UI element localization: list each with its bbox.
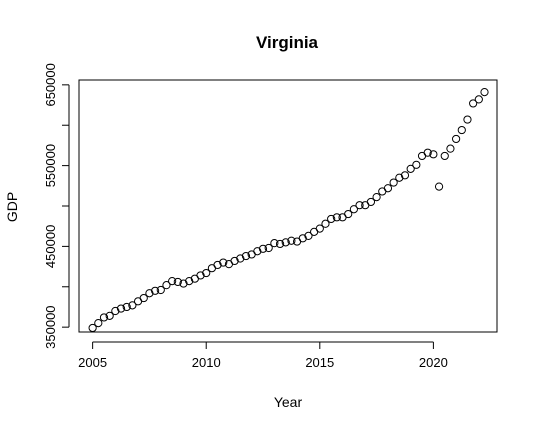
data-point bbox=[287, 236, 296, 245]
plot-frame bbox=[78, 79, 498, 333]
data-point bbox=[281, 238, 290, 247]
x-tick-label: 2015 bbox=[305, 355, 334, 370]
data-point bbox=[474, 95, 483, 104]
data-point bbox=[151, 286, 160, 295]
data-points bbox=[88, 88, 489, 333]
data-point bbox=[315, 224, 324, 233]
x-axis: 2005 2010 2015 2020 bbox=[78, 341, 448, 370]
x-tick-label: 2020 bbox=[419, 355, 448, 370]
data-point bbox=[258, 244, 268, 253]
data-point bbox=[213, 260, 222, 270]
data-point bbox=[463, 115, 472, 124]
data-point bbox=[94, 319, 103, 328]
data-point bbox=[327, 214, 336, 224]
data-point bbox=[236, 254, 245, 263]
data-point bbox=[457, 125, 466, 135]
x-tick-label: 2005 bbox=[78, 355, 107, 370]
data-point bbox=[423, 148, 432, 157]
data-point bbox=[156, 285, 165, 295]
data-point bbox=[469, 99, 478, 108]
y-tick-label: 550000 bbox=[43, 144, 58, 187]
y-axis: 350000 450000 550000 650000 bbox=[43, 63, 70, 349]
x-axis-label: Year bbox=[274, 394, 303, 410]
data-point bbox=[480, 88, 489, 97]
data-point bbox=[202, 268, 211, 278]
data-point bbox=[122, 302, 131, 312]
data-point bbox=[446, 144, 455, 153]
data-point bbox=[434, 182, 444, 191]
chart-title: Virginia bbox=[256, 33, 319, 52]
data-point bbox=[452, 134, 461, 144]
data-point bbox=[173, 277, 182, 287]
y-tick-label: 650000 bbox=[43, 63, 58, 106]
data-point bbox=[230, 256, 239, 266]
data-point bbox=[116, 304, 126, 313]
data-point bbox=[344, 209, 353, 219]
data-point bbox=[412, 160, 421, 169]
data-point bbox=[406, 164, 415, 173]
data-point bbox=[366, 197, 376, 207]
data-point bbox=[196, 271, 205, 280]
data-point bbox=[219, 258, 228, 267]
x-tick-label: 2010 bbox=[192, 355, 221, 370]
data-point bbox=[304, 231, 313, 240]
data-point bbox=[395, 173, 404, 182]
data-point bbox=[440, 151, 449, 161]
data-point bbox=[88, 323, 97, 333]
data-point bbox=[139, 293, 148, 303]
y-tick-label: 350000 bbox=[43, 305, 58, 348]
data-point bbox=[168, 277, 177, 286]
data-point bbox=[321, 219, 330, 228]
data-point bbox=[400, 171, 410, 180]
data-point bbox=[349, 205, 358, 214]
data-point bbox=[185, 277, 194, 286]
data-point bbox=[241, 251, 251, 261]
data-point bbox=[332, 213, 341, 222]
data-point bbox=[253, 247, 262, 256]
data-point bbox=[270, 239, 279, 248]
data-point bbox=[389, 178, 398, 187]
data-point bbox=[429, 150, 438, 159]
data-point bbox=[355, 201, 364, 210]
y-axis-label: GDP bbox=[4, 192, 20, 222]
data-point bbox=[383, 184, 393, 193]
data-point bbox=[99, 313, 109, 322]
data-point bbox=[179, 279, 188, 288]
data-point bbox=[105, 311, 114, 320]
data-point bbox=[145, 289, 154, 298]
data-point bbox=[162, 281, 171, 290]
data-point bbox=[264, 243, 273, 253]
data-point bbox=[275, 239, 285, 249]
data-point bbox=[111, 306, 120, 316]
y-tick-label: 450000 bbox=[43, 225, 58, 268]
data-point bbox=[128, 301, 137, 310]
data-point bbox=[372, 193, 381, 202]
data-point bbox=[298, 234, 307, 243]
